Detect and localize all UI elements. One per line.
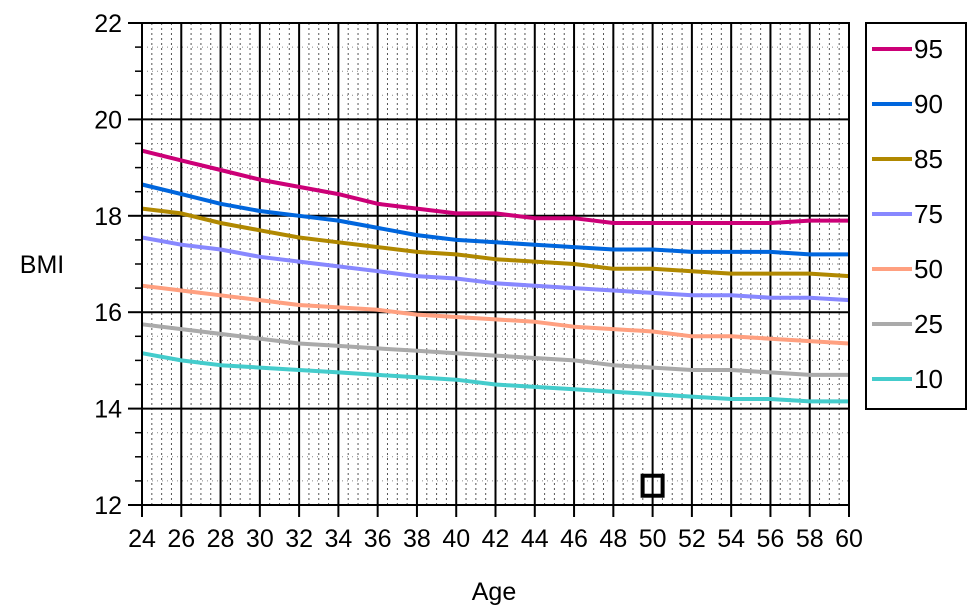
y-tick-label: 16	[94, 299, 122, 327]
legend-label-95: 95	[914, 34, 943, 64]
x-tick-label: 24	[128, 525, 156, 553]
legend: 95 90 85 75 50 25 10	[865, 22, 967, 410]
x-tick-label: 42	[482, 525, 510, 553]
legend-label-90: 90	[914, 89, 943, 119]
series-line-85	[141, 206, 850, 279]
series-line-50	[141, 283, 850, 346]
y-tick-label: 18	[94, 203, 122, 231]
series-lines	[141, 148, 850, 404]
y-tick-label: 12	[94, 492, 122, 520]
x-tick-label: 26	[167, 525, 195, 553]
x-tick-label: 40	[442, 525, 470, 553]
legend-label-25: 25	[914, 309, 943, 339]
x-tick-label: 60	[835, 525, 863, 553]
x-axis-label: Age	[472, 578, 516, 606]
x-tick-label: 28	[207, 525, 235, 553]
series-line-25	[141, 322, 849, 377]
series-line-90	[141, 182, 849, 257]
y-tick-label: 14	[94, 396, 122, 424]
series-line-95	[141, 148, 849, 225]
x-tick-label: 54	[717, 525, 745, 553]
x-tick-label: 46	[560, 525, 588, 553]
legend-label-10: 10	[914, 364, 943, 394]
series-line-75	[141, 235, 850, 303]
x-tick-label: 44	[521, 525, 549, 553]
marker-square	[640, 473, 665, 498]
x-tick-label: 50	[639, 525, 667, 553]
x-tick-label: 32	[285, 525, 313, 553]
grid	[141, 22, 850, 506]
x-tick-label: 58	[796, 525, 824, 553]
legend-label-85: 85	[914, 144, 943, 174]
legend-label-50: 50	[914, 254, 943, 284]
y-axis-label: BMI	[20, 251, 64, 279]
y-tick-label: 22	[94, 10, 122, 38]
axes: 12 14 16 18 20 22 24 26 28 30 32 34 36 38 40 42 44 46 48 50…	[94, 10, 863, 553]
legend-label-75: 75	[914, 199, 943, 229]
x-tick-label: 34	[324, 525, 352, 553]
x-tick-label: 36	[364, 525, 392, 553]
x-tick-label: 52	[678, 525, 706, 553]
data-marker	[640, 473, 665, 498]
x-tick-label: 30	[246, 525, 274, 553]
x-tick-label: 48	[599, 525, 627, 553]
x-tick-label: 56	[757, 525, 785, 553]
x-tick-label: 38	[403, 525, 431, 553]
y-tick-label: 20	[94, 106, 122, 134]
series-line-10	[141, 351, 849, 404]
